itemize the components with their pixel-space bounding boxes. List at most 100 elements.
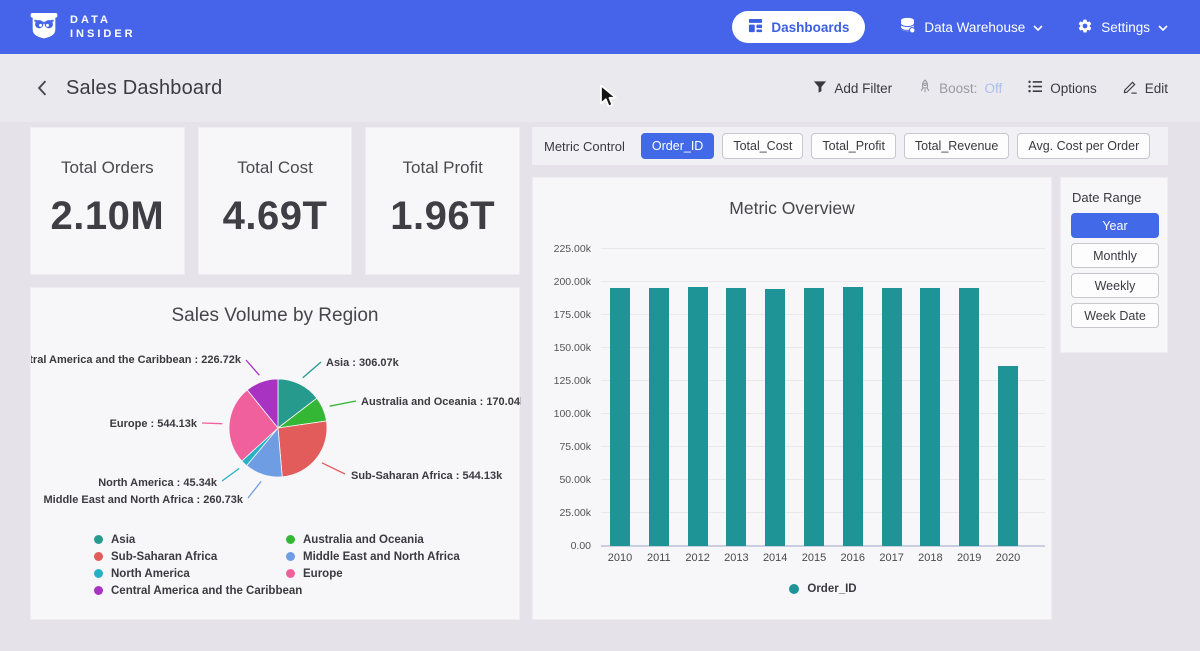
brand: DATA INSIDER — [28, 9, 136, 46]
bar-2011[interactable] — [648, 288, 669, 546]
legend-label: Middle East and North Africa — [303, 550, 460, 563]
dashboard-grid-icon — [748, 18, 763, 36]
bar-2020[interactable] — [998, 365, 1018, 546]
bar-2010[interactable] — [610, 287, 630, 546]
pie-callout-label: Europe : 544.13k — [110, 418, 198, 430]
kpi-row: Total Orders 2.10M Total Cost 4.69T Total Pr… — [30, 127, 521, 275]
bar-legend-item[interactable]: Order_ID — [789, 580, 857, 597]
legend-dot — [789, 583, 800, 594]
chevron-left-icon — [37, 80, 47, 96]
bar-2012[interactable] — [687, 286, 708, 546]
legend-dot — [94, 552, 103, 561]
add-filter-button[interactable]: Add Filter — [813, 80, 892, 97]
y-tick-label: 175.00k — [553, 309, 591, 321]
metric-control-buttons: Order_ID Total_Cost Total_Profit Total_Reve… — [640, 133, 1151, 159]
dashboards-button[interactable]: Dashboards — [732, 11, 866, 43]
boost-toggle[interactable]: Boost: Off — [918, 79, 1002, 97]
x-tick-label: 2017 — [879, 552, 904, 564]
pie-callout-line — [201, 422, 223, 425]
y-tick-label: 25.00k — [559, 507, 591, 519]
back-button[interactable] — [32, 76, 52, 100]
metric-option-avg-cost-per-order[interactable]: Avg. Cost per Order — [1017, 133, 1151, 159]
boost-state: Off — [984, 80, 1003, 96]
legend-item-europe[interactable]: Europe — [286, 565, 460, 582]
bar-chart-x-axis: 2010 2011 2012 2013 2014 2015 2016 2017 2018 2019… — [601, 552, 1045, 566]
pie-callout-line — [221, 467, 240, 482]
date-range-panel: Date Range Year Monthly Weekly Week Date — [1060, 177, 1168, 353]
dashboards-label: Dashboards — [771, 19, 850, 35]
kpi-value: 1.96T — [390, 194, 496, 238]
bar-2017[interactable] — [881, 288, 902, 546]
gear-icon — [1077, 18, 1093, 37]
date-range-option-year[interactable]: Year — [1071, 213, 1159, 238]
chevron-down-icon — [1033, 20, 1043, 35]
pie-callout-line — [329, 400, 357, 407]
legend-dot — [286, 535, 295, 544]
navbar-menu: Dashboards Data Warehouse — [732, 11, 1168, 43]
pie-legend-column: Australia and Oceania Middle East and Nor… — [286, 531, 460, 582]
date-range-option-weekly[interactable]: Weekly — [1071, 273, 1159, 298]
legend-dot — [94, 535, 103, 544]
x-tick-label: 2014 — [762, 552, 788, 564]
pie-legend-column: Asia Sub-Saharan Africa North America Centr… — [94, 531, 302, 599]
legend-dot — [94, 586, 103, 595]
kpi-value: 4.69T — [222, 194, 328, 238]
edit-label: Edit — [1144, 80, 1168, 96]
top-navbar: DATA INSIDER Dashboards — [0, 0, 1200, 54]
legend-item-sub-saharan-africa[interactable]: Sub-Saharan Africa — [94, 548, 302, 565]
legend-item-middle-east-and-north-africa[interactable]: Middle East and North Africa — [286, 548, 460, 565]
legend-label: Sub-Saharan Africa — [111, 550, 218, 563]
legend-item-asia[interactable]: Asia — [94, 531, 302, 548]
rocket-icon — [918, 79, 932, 97]
x-tick-label: 2015 — [801, 552, 827, 564]
legend-item-australia-and-oceania[interactable]: Australia and Oceania — [286, 531, 460, 548]
y-tick-label: 0.00 — [570, 540, 591, 552]
bar-2013[interactable] — [726, 288, 747, 546]
pie-callout-line — [321, 462, 346, 475]
y-tick-label: 100.00k — [553, 408, 591, 420]
pie-slice-europe[interactable] — [228, 389, 279, 462]
bar-2016[interactable] — [842, 287, 863, 546]
metric-option-total-profit[interactable]: Total_Profit — [811, 133, 896, 159]
date-range-label: Date Range — [1072, 190, 1142, 205]
kpi-value: 2.10M — [50, 194, 165, 238]
legend-label: Europe — [303, 567, 343, 580]
list-icon — [1028, 80, 1043, 96]
pie-slice-central-america-and-the-caribbean[interactable] — [246, 378, 279, 430]
options-button[interactable]: Options — [1028, 80, 1097, 96]
page-title: Sales Dashboard — [66, 76, 223, 99]
legend-label: Asia — [111, 533, 136, 546]
data-warehouse-menu[interactable]: Data Warehouse — [899, 17, 1043, 37]
pie-callout-label: Central America and the Caribbean : 226.… — [31, 354, 242, 366]
date-range-option-monthly[interactable]: Monthly — [1071, 243, 1159, 268]
gridline — [601, 545, 1045, 547]
bar-2019[interactable] — [959, 287, 980, 546]
date-range-option-week-date[interactable]: Week Date — [1071, 303, 1159, 328]
bar-2015[interactable] — [804, 288, 824, 546]
y-tick-label: 125.00k — [553, 375, 591, 387]
x-tick-label: 2016 — [840, 552, 866, 564]
pie-callout-label: Australia and Oceania : 170.04k — [361, 396, 521, 408]
legend-label: Central America and the Caribbean — [111, 584, 303, 597]
bar-2014[interactable] — [765, 288, 786, 546]
x-tick-label: 2011 — [646, 552, 671, 564]
metric-option-total-revenue[interactable]: Total_Revenue — [903, 133, 1010, 159]
legend-dot — [286, 569, 295, 578]
pie-slice-sub-saharan-africa[interactable] — [277, 420, 328, 478]
kpi-label: Total Profit — [402, 158, 483, 177]
data-warehouse-label: Data Warehouse — [924, 19, 1026, 35]
legend-dot — [286, 552, 295, 561]
legend-item-north-america[interactable]: North America — [94, 565, 302, 582]
pie-chart-title: Sales Volume by Region — [171, 305, 379, 326]
pie-callout-line — [245, 359, 260, 376]
gridline — [601, 248, 1045, 249]
edit-button[interactable]: Edit — [1123, 79, 1168, 97]
metric-option-total-cost[interactable]: Total_Cost — [722, 133, 804, 159]
metric-option-order-id[interactable]: Order_ID — [640, 133, 715, 159]
settings-menu[interactable]: Settings — [1077, 18, 1168, 37]
bar-2018[interactable] — [920, 288, 941, 546]
x-tick-label: 2020 — [995, 552, 1021, 564]
pie-callout-label: North America : 45.34k — [98, 477, 218, 489]
legend-item-central-america-and-the-caribbean[interactable]: Central America and the Caribbean — [94, 582, 302, 599]
bar-chart-legend: Order_ID — [601, 580, 1045, 597]
